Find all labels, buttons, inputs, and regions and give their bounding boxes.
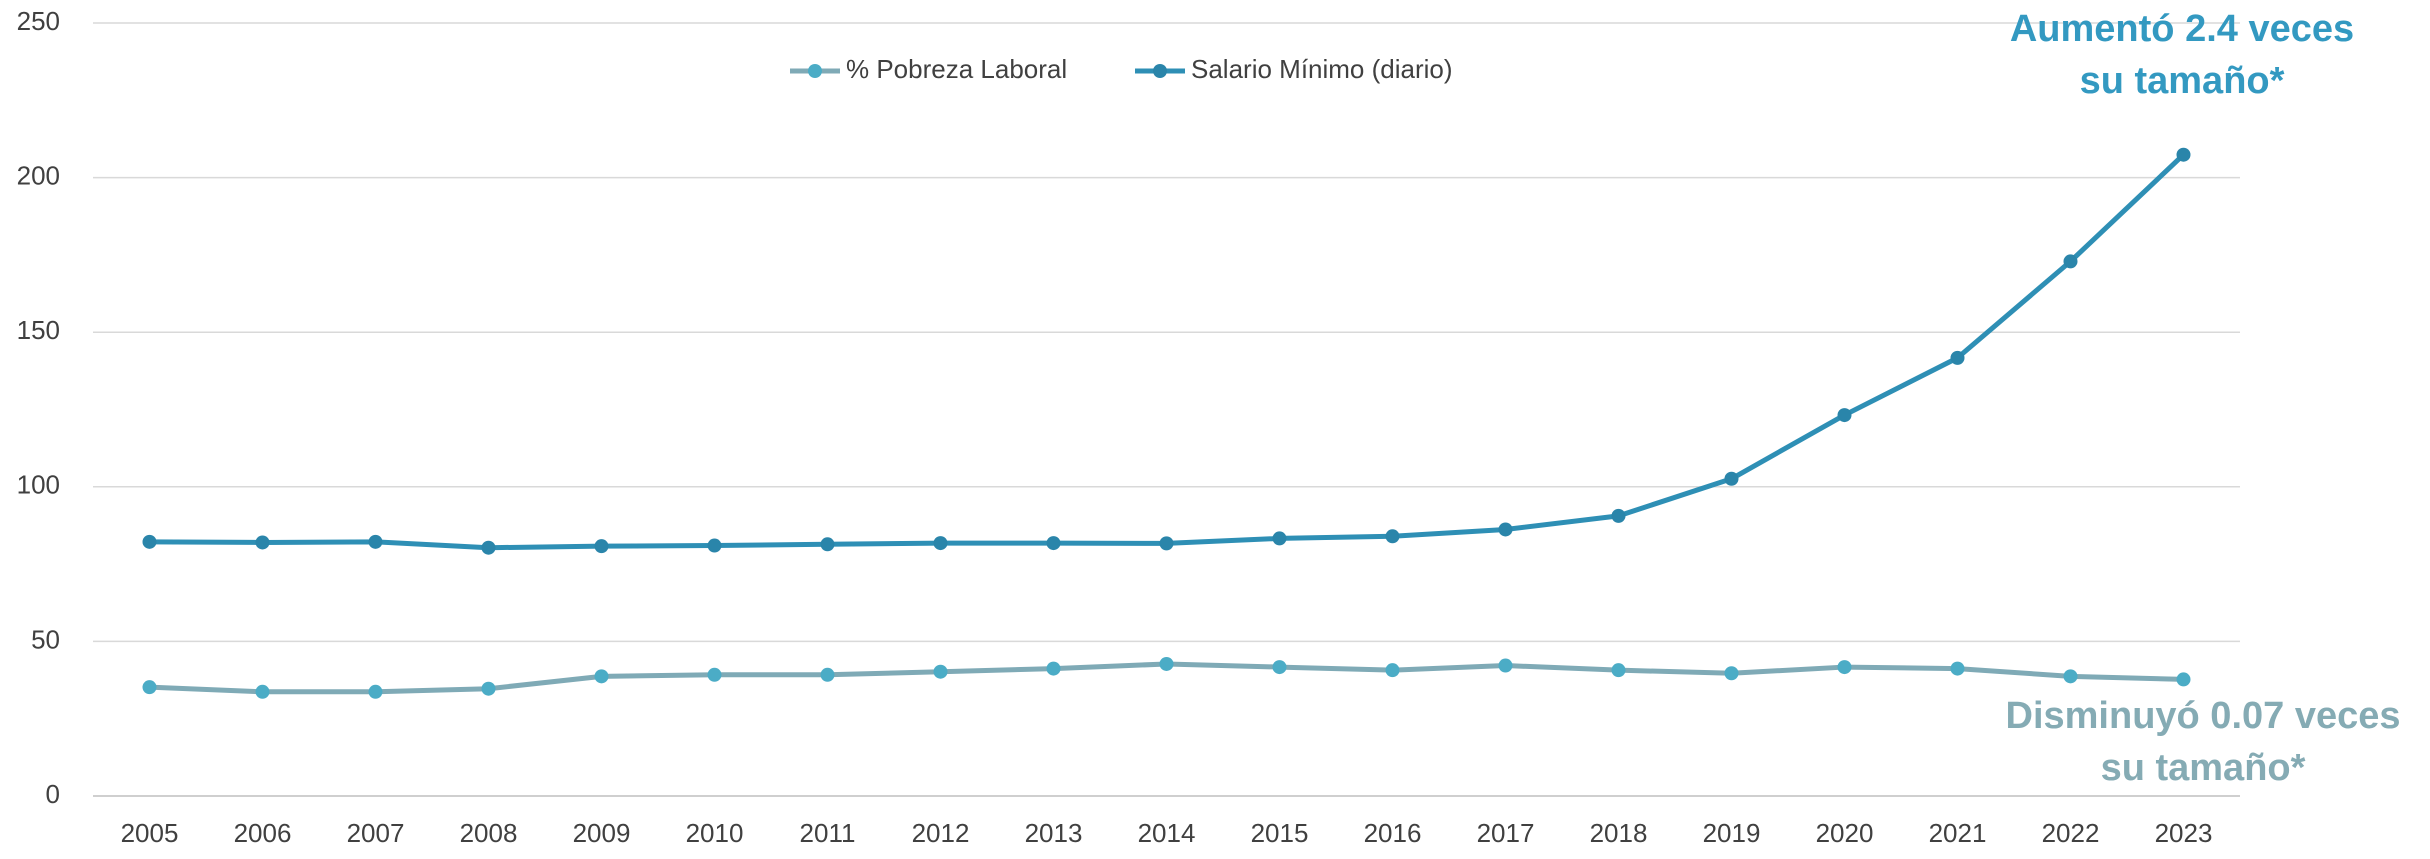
marker xyxy=(1950,661,1965,676)
marker xyxy=(481,681,496,696)
marker xyxy=(594,539,609,554)
marker xyxy=(1498,658,1513,673)
y-tick-label: 100 xyxy=(17,470,60,500)
y-tick-label: 50 xyxy=(31,624,60,654)
x-tick-label: 2005 xyxy=(121,818,179,848)
marker xyxy=(707,667,722,682)
marker xyxy=(2176,672,2191,687)
marker xyxy=(1611,508,1626,523)
x-tick-label: 2014 xyxy=(1138,818,1196,848)
marker xyxy=(820,537,835,552)
marker xyxy=(2176,147,2191,162)
y-tick-label: 0 xyxy=(46,779,60,809)
marker xyxy=(1159,656,1174,671)
x-tick-label: 2022 xyxy=(2042,818,2100,848)
y-tick-label: 250 xyxy=(17,6,60,36)
marker xyxy=(1159,536,1174,551)
marker xyxy=(1498,522,1513,537)
marker xyxy=(1724,666,1739,681)
x-tick-label: 2008 xyxy=(460,818,518,848)
legend-marker xyxy=(808,64,822,78)
x-tick-label: 2018 xyxy=(1590,818,1648,848)
legend-label: % Pobreza Laboral xyxy=(846,54,1067,84)
marker xyxy=(1837,660,1852,675)
marker xyxy=(1272,660,1287,675)
x-tick-label: 2023 xyxy=(2155,818,2213,848)
annotation: Aumentó 2.4 veces xyxy=(2010,8,2354,50)
marker xyxy=(481,540,496,555)
x-tick-label: 2012 xyxy=(912,818,970,848)
marker xyxy=(1950,350,1965,365)
marker xyxy=(255,684,270,699)
marker xyxy=(1046,661,1061,676)
x-tick-label: 2007 xyxy=(347,818,405,848)
marker xyxy=(1385,529,1400,544)
marker xyxy=(933,664,948,679)
marker xyxy=(594,669,609,684)
x-tick-label: 2011 xyxy=(800,818,856,848)
legend-marker xyxy=(1153,64,1167,78)
legend-label: Salario Mínimo (diario) xyxy=(1191,54,1453,84)
x-tick-label: 2006 xyxy=(234,818,292,848)
marker xyxy=(255,535,270,550)
x-tick-label: 2015 xyxy=(1251,818,1309,848)
marker xyxy=(1272,531,1287,546)
marker xyxy=(142,534,157,549)
y-tick-label: 200 xyxy=(17,160,60,190)
x-tick-label: 2021 xyxy=(1929,818,1987,848)
marker xyxy=(1385,663,1400,678)
marker xyxy=(2063,254,2078,269)
x-tick-label: 2020 xyxy=(1816,818,1874,848)
x-tick-label: 2010 xyxy=(686,818,744,848)
marker xyxy=(368,534,383,549)
marker xyxy=(820,667,835,682)
x-tick-label: 2017 xyxy=(1477,818,1535,848)
y-tick-label: 150 xyxy=(17,315,60,345)
marker xyxy=(1837,408,1852,423)
annotation: su tamaño* xyxy=(2080,60,2285,102)
marker xyxy=(1611,663,1626,678)
marker xyxy=(2063,669,2078,684)
series-line xyxy=(149,152,2186,551)
annotation: Disminuyó 0.07 veces xyxy=(2006,695,2401,737)
marker xyxy=(933,536,948,551)
marker xyxy=(1046,536,1061,551)
x-tick-label: 2019 xyxy=(1703,818,1761,848)
x-tick-label: 2009 xyxy=(573,818,631,848)
marker xyxy=(368,684,383,699)
x-tick-label: 2013 xyxy=(1025,818,1083,848)
x-tick-label: 2016 xyxy=(1364,818,1422,848)
marker xyxy=(142,680,157,695)
marker xyxy=(1724,471,1739,486)
marker xyxy=(707,538,722,553)
annotation: su tamaño* xyxy=(2101,747,2306,789)
